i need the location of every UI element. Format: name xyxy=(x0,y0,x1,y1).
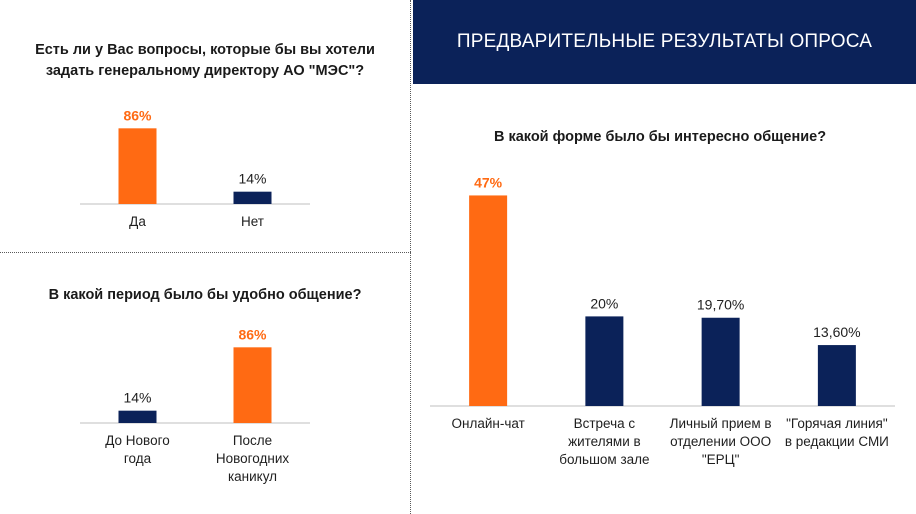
chart-2-data-label-1: 14% xyxy=(123,390,151,406)
chart-3-bar-1 xyxy=(469,195,508,406)
chart-2-category-label-2: После Новогодних каникул xyxy=(216,433,289,484)
chart-3-data-label-2: 20% xyxy=(590,295,618,311)
header-banner: ПРЕДВАРИТЕЛЬНЫЕ РЕЗУЛЬТАТЫ ОПРОСА xyxy=(413,0,916,84)
page-title: ПРЕДВАРИТЕЛЬНЫЕ РЕЗУЛЬТАТЫ ОПРОСА xyxy=(456,31,873,52)
chart-1-bar-1 xyxy=(118,128,157,204)
chart-2-bar-1 xyxy=(118,410,157,423)
chart-1-bar-2 xyxy=(233,191,272,204)
chart-3-category-label-3: Личный прием в отделении ООО "ЕРЦ" xyxy=(670,416,772,467)
chart-3-data-label-4: 13,60% xyxy=(813,324,860,340)
chart-1-data-label-1: 86% xyxy=(123,107,152,123)
chart-3-title: В какой форме было бы интересно общение? xyxy=(493,129,827,145)
chart-3-data-label-3: 19,70% xyxy=(697,297,744,313)
chart-3-bar-3 xyxy=(701,317,740,406)
vertical-divider xyxy=(410,0,411,514)
chart-3-data-label-1: 47% xyxy=(474,174,503,190)
chart-3-bar-2 xyxy=(585,316,624,406)
chart-3-bar-4 xyxy=(817,345,856,406)
chart-1-data-label-2: 14% xyxy=(238,171,266,187)
chart-2-category-label-1: До Нового года xyxy=(105,433,169,466)
chart-2-bar-2 xyxy=(233,347,272,423)
chart-1-category-label-1: Да xyxy=(129,214,146,229)
horizontal-divider xyxy=(0,252,411,253)
chart-3-category-label-1: Онлайн-чат xyxy=(451,416,524,431)
chart-1-category-label-2: Нет xyxy=(241,214,264,229)
chart-2-data-label-2: 86% xyxy=(238,326,267,342)
chart-1-title: Есть ли у Вас вопросы, которые бы вы хот… xyxy=(35,42,375,79)
chart-3-category-label-2: Встреча с жителями в большом зале xyxy=(559,416,649,467)
chart-3-category-label-4: "Горячая линия" в редакции СМИ xyxy=(785,416,889,449)
chart-2-title: В какой период было бы удобно общение? xyxy=(48,287,362,303)
